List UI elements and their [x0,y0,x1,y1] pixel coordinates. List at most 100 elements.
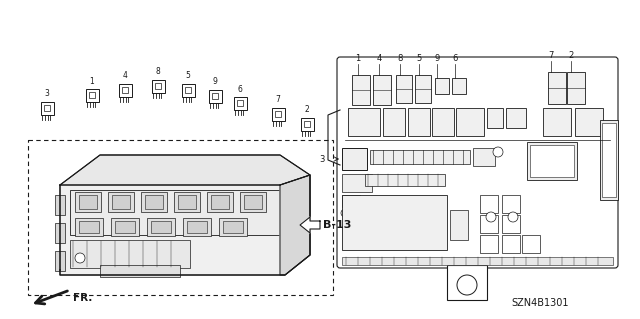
Bar [408,108,430,136]
Bar [575,108,603,136]
Bar [600,120,618,200]
Polygon shape [300,217,320,233]
FancyBboxPatch shape [337,57,618,268]
Bar [480,215,498,233]
Bar [480,235,498,253]
Bar [365,174,445,186]
Bar [244,195,262,209]
Bar [207,192,233,212]
Text: 1: 1 [355,54,360,63]
Circle shape [486,212,496,222]
Bar [111,218,139,236]
Bar [304,121,310,127]
Text: 3: 3 [319,154,325,164]
Bar [342,195,360,207]
Text: 1: 1 [90,77,94,85]
Bar [352,75,370,105]
Bar [527,142,577,180]
Bar [108,192,134,212]
Bar [548,72,566,104]
Bar [348,108,380,136]
Bar [502,235,520,253]
Bar [209,90,221,102]
Text: 8: 8 [156,68,161,77]
Bar [450,210,468,240]
Bar [122,87,128,93]
Text: 4: 4 [376,54,381,63]
Text: 9: 9 [212,78,218,86]
Bar [44,105,51,111]
Bar [240,192,266,212]
Bar [178,195,196,209]
Bar [567,72,585,104]
Bar [115,221,135,233]
Bar [543,108,571,136]
Text: FR.: FR. [73,293,92,303]
Bar [370,150,470,164]
Bar [301,117,314,130]
Circle shape [341,209,349,217]
Bar [211,195,229,209]
Bar [70,190,285,235]
Text: 2: 2 [305,106,309,115]
Bar [342,148,367,170]
Bar [40,101,54,115]
Bar [112,195,130,209]
Bar [75,192,101,212]
Bar [480,195,498,213]
Polygon shape [60,175,310,275]
Bar [530,145,574,177]
Text: 6: 6 [452,54,458,63]
Bar [55,223,65,243]
Bar [342,257,613,265]
Bar [75,218,103,236]
Bar [275,111,281,117]
Bar [271,108,285,121]
Bar [237,100,243,106]
Bar [502,195,520,213]
Bar [396,75,412,103]
Bar [155,83,161,89]
Bar [187,221,207,233]
Bar [602,123,616,197]
Bar [86,88,99,101]
Bar [55,251,65,271]
Text: 7: 7 [276,95,280,105]
Polygon shape [280,175,310,275]
Bar [487,108,503,128]
Text: B-13: B-13 [323,220,351,230]
Bar [100,265,180,277]
Text: 5: 5 [417,54,422,63]
Text: 9: 9 [435,54,440,63]
Bar [70,240,190,268]
Circle shape [457,275,477,295]
Bar [145,195,163,209]
Bar [147,218,175,236]
Bar [383,108,405,136]
Bar [522,235,540,253]
Polygon shape [60,155,310,185]
Bar [182,84,195,97]
Bar [432,108,454,136]
Bar [79,221,99,233]
Bar [55,195,65,215]
Bar [342,174,372,192]
Bar [174,192,200,212]
Bar [342,195,447,250]
Bar [212,93,218,99]
Bar [152,79,164,93]
Bar [452,78,466,94]
Bar [473,148,495,166]
Bar [185,87,191,93]
Text: 5: 5 [186,71,191,80]
Bar [89,92,95,98]
Bar [415,75,431,103]
Text: 4: 4 [123,71,127,80]
Bar [435,78,449,94]
Text: 6: 6 [237,85,243,93]
Text: 3: 3 [45,90,49,99]
Bar [79,195,97,209]
Circle shape [493,147,503,157]
Text: 2: 2 [568,51,573,60]
Text: 7: 7 [548,51,554,60]
